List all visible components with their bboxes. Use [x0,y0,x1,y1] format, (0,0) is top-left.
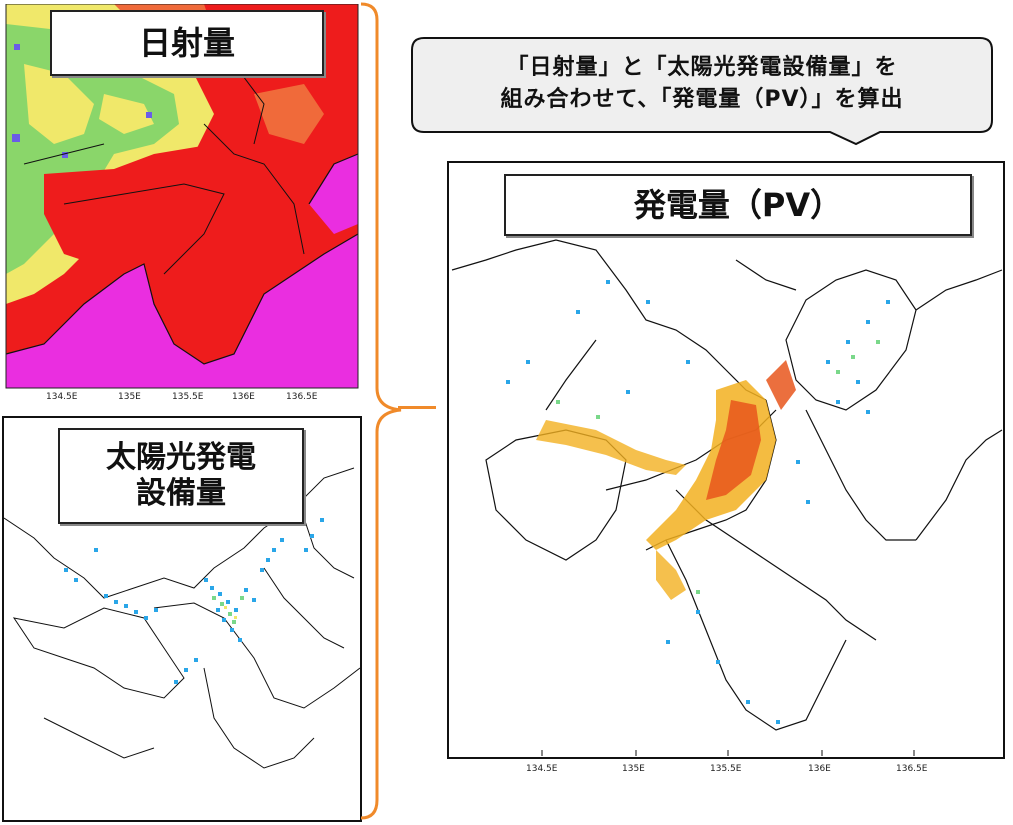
tick-label: 136.5E [286,392,318,402]
speech-bubble [411,37,993,146]
tick-label: 135.5E [710,764,742,774]
tick-label: 134.5E [46,392,78,402]
tick-label: 136.5E [896,764,928,774]
callout-text: 「日射量」と「太陽光発電設備量」を 組み合わせて、「発電量（PV）」を算出 [410,44,994,124]
pv-map [447,161,1005,759]
callout-line1: 「日射量」と「太陽光発電設備量」を [506,55,898,81]
pv-title: 発電量（PV） [504,174,972,236]
pv-map-panel: 発電量（PV） 134.5E 135E 135.5E 136E 136.5E [446,160,1006,782]
brace-bracket [360,2,402,820]
tick-label: 135E [622,764,645,774]
irradiance-title: 日射量 [50,10,324,76]
irradiance-map-panel: 日射量 134.5E 135E 135.5E 136E 136.5E [4,4,360,412]
tick-label: 136E [232,392,255,402]
callout-line2: 組み合わせて、「発電量（PV）」を算出 [500,87,904,112]
tick-label: 135E [118,392,141,402]
brace-arrow-tip [398,406,436,409]
tick-label: 134.5E [526,764,558,774]
capacity-title: 太陽光発電 設備量 [58,428,304,524]
capacity-title-line1: 太陽光発電 [106,440,256,475]
tick-label: 135.5E [172,392,204,402]
tick-label: 136E [808,764,831,774]
capacity-title-line2: 設備量 [136,476,226,511]
capacity-map-panel: 太陽光発電 設備量 [2,416,362,822]
